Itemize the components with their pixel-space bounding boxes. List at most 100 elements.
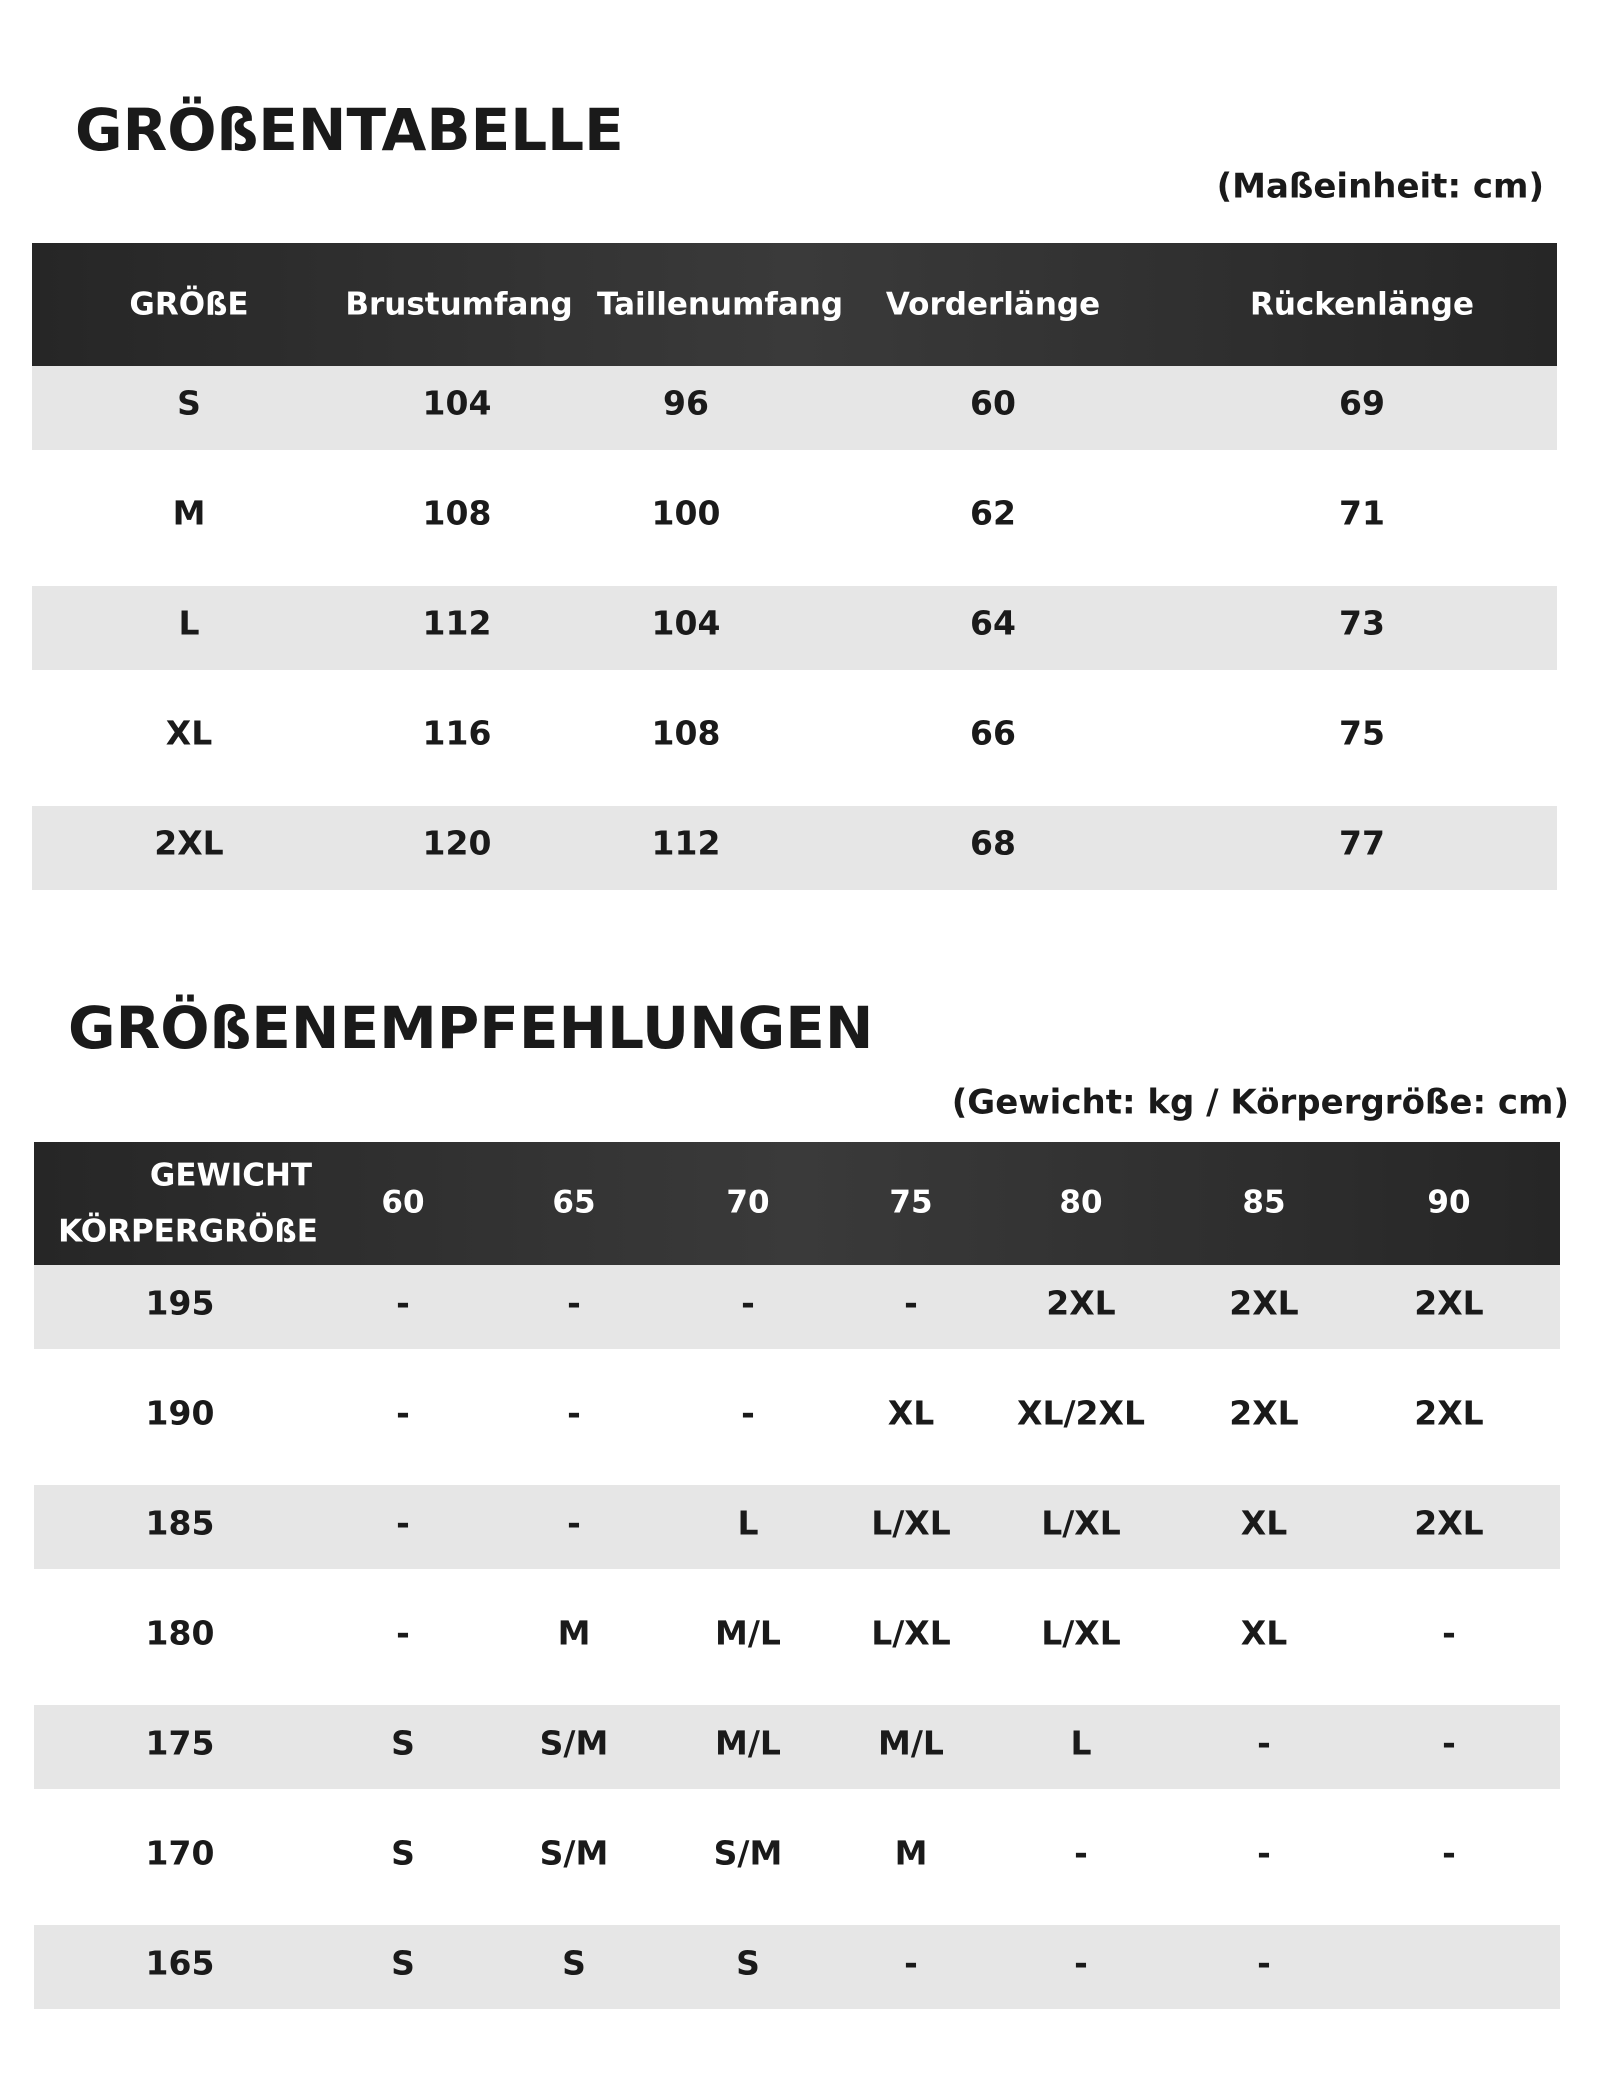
unit-note: (Gewicht: kg / Körpergröße: cm) (952, 1083, 1569, 1123)
cell: L/XL (871, 1614, 951, 1653)
cell: - (567, 1504, 581, 1543)
cell: - (1257, 1834, 1271, 1873)
header-cell: GRÖßE (129, 286, 248, 323)
cell: 75 (1339, 714, 1385, 753)
cell: 68 (970, 824, 1016, 863)
row-band (32, 806, 1557, 890)
row-band (34, 1265, 1560, 1349)
cell: 112 (652, 824, 721, 863)
cell: S (391, 1944, 415, 1983)
header-cell: 60 (381, 1185, 424, 1221)
cell: - (1442, 1724, 1456, 1763)
header-cell: 80 (1059, 1185, 1102, 1221)
header-cell: Taillenumfang (597, 287, 843, 323)
cell: XL (166, 714, 212, 753)
cell: 2XL (1229, 1394, 1298, 1433)
cell: - (1074, 1944, 1088, 1983)
cell: 96 (663, 384, 709, 423)
cell: 108 (652, 714, 721, 753)
cell: L/XL (1041, 1614, 1121, 1653)
header-cell: 75 (889, 1185, 932, 1221)
cell: 77 (1339, 824, 1385, 863)
cell: 175 (146, 1724, 215, 1763)
cell: - (904, 1284, 918, 1323)
cell: 60 (970, 384, 1016, 423)
cell: - (904, 1944, 918, 1983)
cell: L/XL (1041, 1504, 1121, 1543)
header-cell: Vorderlänge (886, 287, 1100, 323)
cell: S/M (540, 1724, 609, 1763)
cell: - (741, 1284, 755, 1323)
cell: M (173, 494, 206, 533)
cell: M (558, 1614, 591, 1653)
cell: 116 (423, 714, 492, 753)
cell: 104 (423, 384, 492, 423)
cell: - (1257, 1724, 1271, 1763)
header-cell: 85 (1242, 1185, 1285, 1221)
cell: - (567, 1284, 581, 1323)
row-band (34, 1705, 1560, 1789)
cell: - (741, 1394, 755, 1433)
cell: L (1070, 1724, 1091, 1763)
cell: - (1442, 1614, 1456, 1653)
row-band (32, 366, 1557, 450)
cell: 66 (970, 714, 1016, 753)
cell: 62 (970, 494, 1016, 533)
cell: - (1074, 1834, 1088, 1873)
cell: M/L (715, 1614, 781, 1653)
title: GRÖßENTABELLE (75, 95, 624, 164)
cell: - (1257, 1944, 1271, 1983)
cell: - (1442, 1834, 1456, 1873)
cell: XL (1241, 1614, 1287, 1653)
cell: - (567, 1394, 581, 1433)
cell: - (396, 1614, 410, 1653)
header-cell: KÖRPERGRÖßE (58, 1213, 318, 1250)
cell: 120 (423, 824, 492, 863)
cell: 190 (146, 1394, 215, 1433)
cell: 64 (970, 604, 1016, 643)
cell: 185 (146, 1504, 215, 1543)
cell: 2XL (1414, 1394, 1483, 1433)
cell: S/M (540, 1834, 609, 1873)
cell: - (396, 1284, 410, 1323)
cell: S (562, 1944, 586, 1983)
cell: 195 (146, 1284, 215, 1323)
cell: 170 (146, 1834, 215, 1873)
row-band (34, 1925, 1560, 2009)
cell: 2XL (1046, 1284, 1115, 1323)
recommendation-table: 60 65 70 75 80 85 90 195 - - - - 2XL 2XL 2XL 190 - - - XL XL… (34, 1185, 1560, 2009)
cell: S (177, 384, 201, 423)
cell: L/XL (871, 1504, 951, 1543)
header-cell: Rückenlänge (1250, 287, 1474, 323)
cell: 180 (146, 1614, 215, 1653)
header-cell: 70 (726, 1185, 769, 1221)
cell: S (391, 1724, 415, 1763)
table-header (32, 243, 1557, 366)
title: GRÖßENEMPFEHLUNGEN (68, 993, 873, 1062)
cell: L (178, 604, 199, 643)
header-cell: 90 (1427, 1185, 1470, 1221)
cell: L (737, 1504, 758, 1543)
cell: 112 (423, 604, 492, 643)
cell: S (391, 1834, 415, 1873)
cell: 104 (652, 604, 721, 643)
header-cell: GEWICHT (150, 1158, 312, 1194)
cell: - (396, 1394, 410, 1433)
cell: 165 (146, 1944, 215, 1983)
header-cell: 65 (552, 1185, 595, 1221)
cell: M/L (715, 1724, 781, 1763)
row-band (32, 586, 1557, 670)
cell: M (895, 1834, 928, 1873)
cell: 2XL (1414, 1504, 1483, 1543)
cell: 2XL (1229, 1284, 1298, 1323)
cell: - (396, 1504, 410, 1543)
cell: 2XL (154, 824, 223, 863)
cell: S/M (714, 1834, 783, 1873)
cell: 2XL (1414, 1284, 1483, 1323)
cell: 71 (1339, 494, 1385, 533)
cell: XL/2XL (1017, 1394, 1145, 1433)
unit-note: (Maßeinheit: cm) (1217, 167, 1544, 207)
cell: XL (888, 1394, 934, 1433)
cell: 73 (1339, 604, 1385, 643)
table-header (34, 1142, 1560, 1265)
